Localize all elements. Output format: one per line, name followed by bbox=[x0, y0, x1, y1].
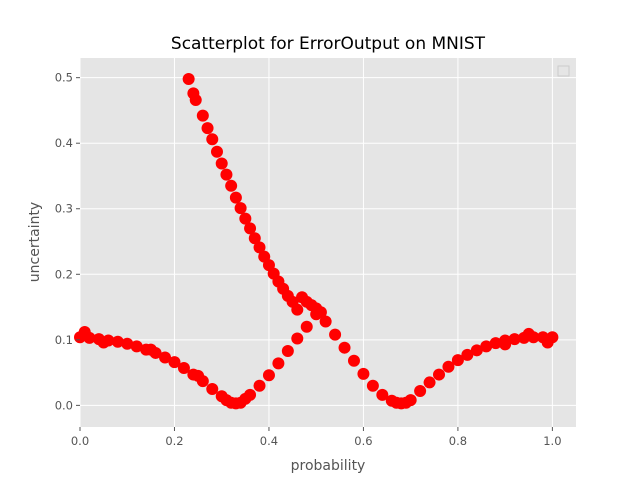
data-point bbox=[192, 369, 205, 382]
data-point bbox=[541, 336, 554, 349]
data-point bbox=[442, 360, 455, 373]
x-tick-label: 0.4 bbox=[260, 434, 278, 448]
data-point bbox=[272, 357, 285, 370]
data-point bbox=[159, 351, 172, 364]
data-point bbox=[229, 191, 242, 204]
data-point bbox=[189, 93, 202, 106]
y-tick-label: 0.5 bbox=[55, 71, 73, 85]
data-point bbox=[451, 354, 464, 367]
data-point bbox=[281, 344, 294, 357]
data-point bbox=[168, 356, 181, 369]
chart-title: Scatterplot for ErrorOutput on MNIST bbox=[171, 34, 486, 54]
data-point bbox=[253, 241, 266, 254]
data-point bbox=[144, 343, 157, 356]
data-point bbox=[508, 333, 521, 346]
data-point bbox=[499, 338, 512, 351]
data-point bbox=[319, 315, 332, 328]
y-tick-label: 0.2 bbox=[55, 267, 73, 281]
data-point bbox=[130, 340, 143, 353]
y-tick-label: 0.3 bbox=[55, 202, 73, 216]
data-point bbox=[262, 369, 275, 382]
data-point bbox=[423, 376, 436, 389]
data-point bbox=[78, 325, 91, 338]
data-point bbox=[366, 379, 379, 392]
y-tick-label: 0.1 bbox=[55, 333, 73, 347]
data-point bbox=[220, 168, 233, 181]
x-tick-label: 0.8 bbox=[449, 434, 467, 448]
data-point bbox=[433, 368, 446, 381]
data-point bbox=[329, 328, 342, 341]
data-point bbox=[121, 337, 134, 350]
data-point bbox=[234, 202, 247, 215]
legend-box bbox=[557, 65, 570, 77]
data-point bbox=[338, 341, 351, 354]
x-tick-label: 0.6 bbox=[354, 434, 372, 448]
data-point bbox=[177, 362, 190, 375]
plot-area bbox=[80, 58, 576, 427]
data-point bbox=[206, 133, 219, 146]
data-point bbox=[196, 109, 209, 122]
data-points bbox=[74, 72, 559, 410]
data-point bbox=[239, 212, 252, 225]
data-point bbox=[111, 335, 124, 348]
grid-lines bbox=[79, 58, 576, 427]
data-point bbox=[314, 306, 327, 319]
data-point bbox=[414, 384, 427, 397]
y-tick-label: 0.0 bbox=[55, 398, 73, 412]
data-point bbox=[300, 320, 313, 333]
x-axis-label: probability bbox=[291, 458, 366, 474]
data-point bbox=[347, 354, 360, 367]
data-point bbox=[376, 388, 389, 401]
data-point bbox=[248, 232, 261, 245]
data-point bbox=[404, 394, 417, 407]
data-point bbox=[215, 157, 228, 170]
y-axis-ticks: 0.0 0.1 0.2 0.3 0.4 0.5 bbox=[55, 71, 80, 412]
x-tick-label: 0.0 bbox=[71, 434, 89, 448]
data-point bbox=[470, 344, 483, 357]
x-tick-label: 0.2 bbox=[165, 434, 183, 448]
y-axis-label: uncertainty bbox=[27, 202, 43, 282]
x-tick-label: 1.0 bbox=[543, 434, 561, 448]
data-point bbox=[201, 122, 214, 135]
data-point bbox=[357, 367, 370, 380]
data-point bbox=[291, 303, 304, 316]
data-point bbox=[244, 222, 257, 235]
data-point bbox=[244, 388, 257, 401]
data-point bbox=[225, 179, 238, 192]
data-point bbox=[522, 327, 535, 340]
data-point bbox=[291, 332, 304, 345]
data-point bbox=[210, 145, 223, 158]
data-point bbox=[489, 337, 502, 350]
data-point bbox=[206, 382, 219, 395]
data-point bbox=[97, 336, 110, 349]
data-point bbox=[182, 72, 195, 85]
data-point bbox=[253, 379, 266, 392]
x-axis-ticks: 0.0 0.2 0.4 0.6 0.8 1.0 bbox=[71, 427, 562, 448]
data-point bbox=[480, 340, 493, 353]
data-point bbox=[461, 348, 474, 361]
y-tick-label: 0.4 bbox=[55, 136, 73, 150]
